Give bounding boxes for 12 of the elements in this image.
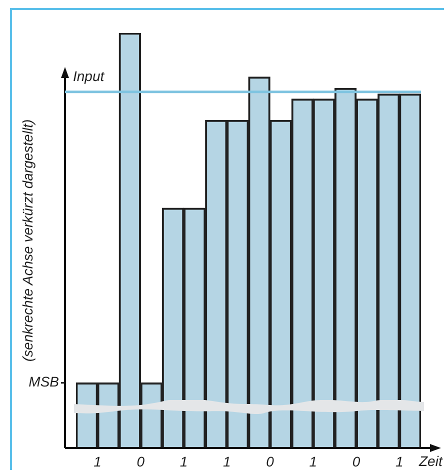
ref-line-label: Input [73, 68, 106, 84]
x-tick-label: 1 [396, 453, 404, 470]
x-tick-label: 0 [352, 453, 360, 470]
x-tick-label: 1 [94, 453, 102, 470]
y-axis-title: (senkrechte Achse verkürzt dargestellt) [19, 119, 36, 362]
x-tick-label: 1 [309, 453, 318, 470]
x-axis-title: Zeit [418, 452, 444, 469]
x-tick-label: 0 [266, 453, 274, 470]
x-tick-label: 0 [136, 453, 145, 470]
x-tick-label: 1 [180, 453, 188, 470]
text: MSB [28, 374, 59, 390]
x-tick-label: 1 [223, 453, 231, 470]
